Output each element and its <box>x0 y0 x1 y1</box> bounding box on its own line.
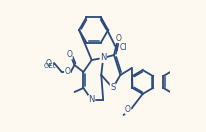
Text: O: O <box>115 34 121 43</box>
Text: O: O <box>64 67 70 77</box>
Text: O: O <box>66 50 72 59</box>
Text: N: N <box>99 53 106 62</box>
Text: S: S <box>110 84 115 93</box>
Text: O: O <box>46 60 52 69</box>
Text: OEt: OEt <box>44 63 56 69</box>
Text: Cl: Cl <box>119 43 127 52</box>
Text: O: O <box>124 105 130 114</box>
Text: N: N <box>88 95 94 105</box>
